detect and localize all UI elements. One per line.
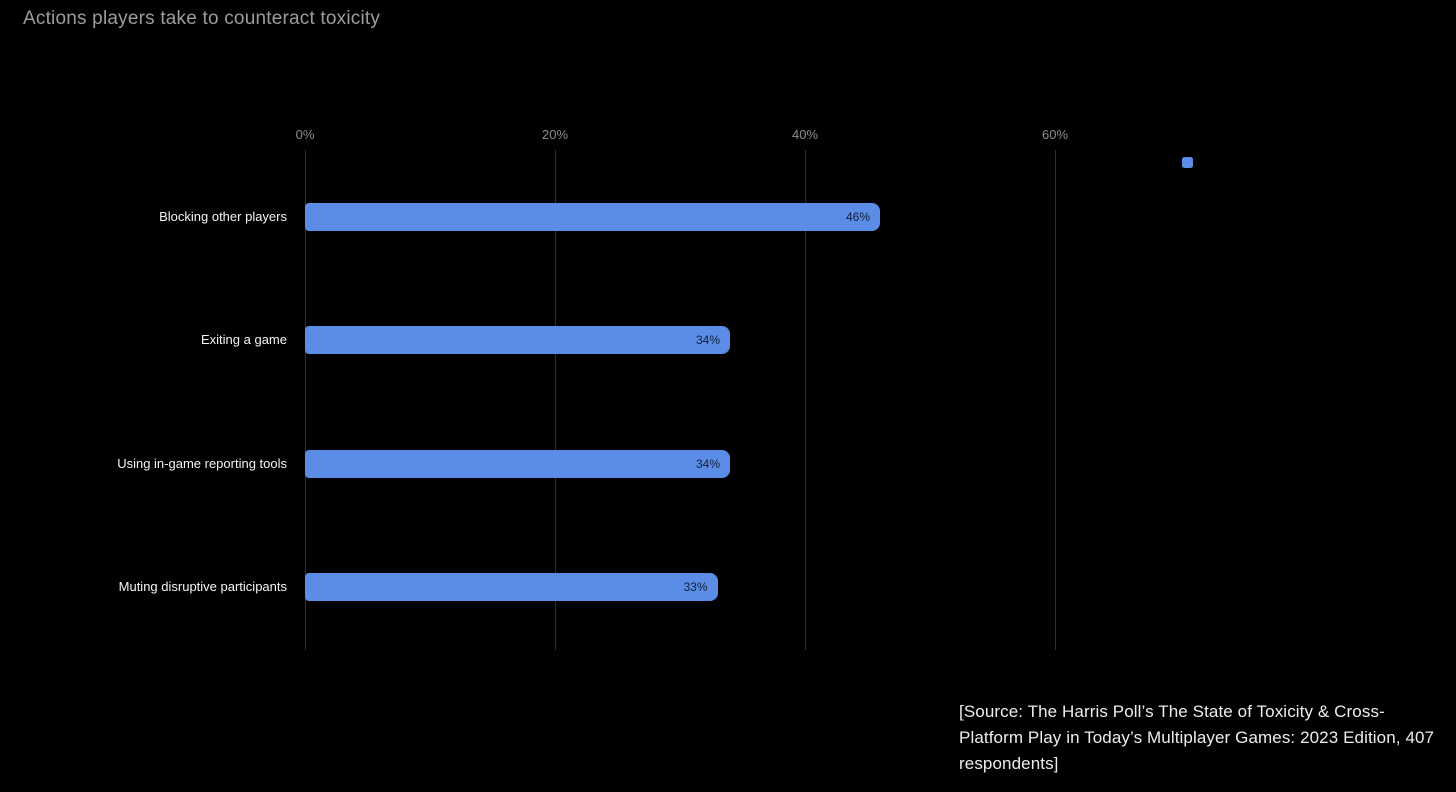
bar-value-label: 33% [683,580,708,594]
legend [1182,157,1193,168]
x-axis-tick-label: 20% [541,127,569,142]
category-label: Using in-game reporting tools [117,456,287,471]
gridline-0% [305,150,306,650]
bar-value-label: 34% [695,457,720,471]
bar-row: Muting disruptive participants 33% [0,573,1456,601]
category-label: Blocking other players [159,209,287,224]
x-axis-tick-label: 60% [1041,127,1069,142]
bar[interactable]: 46% [305,203,880,231]
bar[interactable]: 34% [305,326,730,354]
legend-swatch-icon [1182,157,1193,168]
bar[interactable]: 34% [305,450,730,478]
x-axis-tick-label: 0% [295,127,315,142]
bar-row: Blocking other players 46% [0,203,1456,231]
category-label: Muting disruptive participants [118,579,287,594]
bar-value-label: 46% [845,210,870,224]
bar-value-label: 34% [695,333,720,347]
source-note: [Source: The Harris Poll’s The State of … [959,702,1435,773]
gridline-20% [555,150,556,650]
bar-row: Using in-game reporting tools 34% [0,450,1456,478]
gridline-60% [1055,150,1056,650]
chart-title: Actions players take to counteract toxic… [23,8,381,29]
bar[interactable]: 33% [305,573,718,601]
gridline-40% [805,150,806,650]
bar-row: Exiting a game 34% [0,326,1456,354]
x-axis-tick-label: 40% [791,127,819,142]
category-label: Exiting a game [201,332,287,347]
